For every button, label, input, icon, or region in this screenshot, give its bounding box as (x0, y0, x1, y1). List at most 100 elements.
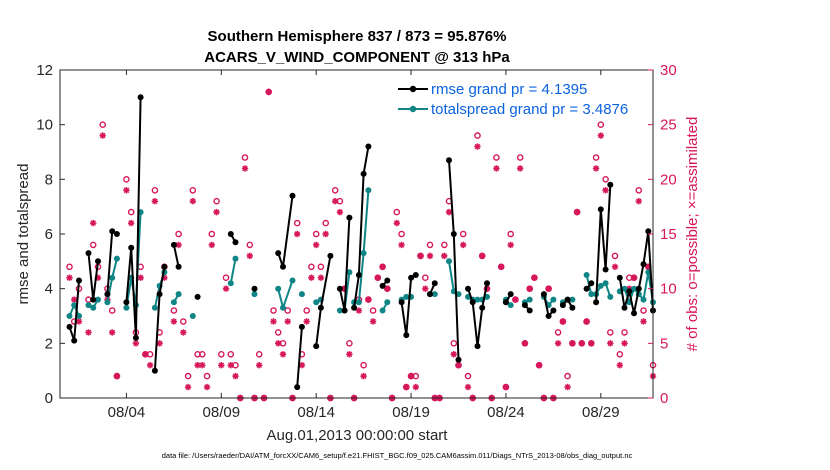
totalspread-point (76, 313, 82, 319)
y2-tick-label: 0 (660, 390, 668, 407)
x-tick-label: 08/29 (582, 404, 620, 421)
obs-assimilated-marker (516, 165, 524, 172)
obs-assimilated-marker (156, 340, 163, 347)
obs-assimilated-marker (108, 329, 116, 336)
obs-possible-marker (151, 186, 159, 194)
obs-assimilated-marker (384, 285, 391, 292)
chart-title-line1: Southern Hemisphere 837 / 873 = 95.876% (208, 28, 507, 45)
obs-possible-marker (322, 219, 330, 227)
totalspread-point (602, 280, 609, 287)
obs-assimilated-marker (616, 362, 623, 369)
y-tick-label: 10 (36, 117, 53, 134)
obs-possible-marker (621, 329, 628, 336)
obs-assimilated-marker (379, 263, 386, 270)
totalspread-point (336, 307, 343, 314)
rmse-point (317, 304, 324, 311)
rmse-point (104, 291, 111, 298)
legend-spread-label: totalspread grand pr = 3.4876 (431, 101, 628, 118)
rmse-line-segment-3 (125, 97, 142, 339)
rmse-point (645, 228, 652, 235)
rmse-point (384, 277, 391, 284)
y-tick-label: 2 (45, 335, 53, 352)
rmse-point (465, 285, 471, 292)
obs-possible-marker (108, 307, 116, 314)
obs-assimilated-marker (630, 274, 638, 281)
obs-possible-marker (440, 241, 448, 249)
obs-assimilated-marker (303, 318, 310, 325)
obs-possible-marker (203, 372, 211, 380)
obs-possible-marker (217, 350, 225, 358)
rmse-point (540, 291, 547, 298)
rmse-point (427, 291, 433, 298)
obs-possible-marker (308, 263, 315, 271)
totalspread-point (360, 250, 367, 257)
y-tick-label: 6 (45, 226, 53, 243)
totalspread-point (640, 296, 647, 303)
rmse-point (564, 296, 571, 303)
totalspread-point (569, 296, 576, 303)
obs-possible-marker (602, 175, 609, 183)
rmse-point (365, 143, 372, 150)
obs-possible-marker (369, 307, 377, 314)
obs-assimilated-marker (151, 198, 159, 205)
obs-assimilated-marker (208, 241, 216, 249)
rmse-point (346, 214, 353, 221)
obs-assimilated-marker (175, 241, 182, 249)
obs-possible-marker (222, 274, 230, 282)
obs-possible-marker (241, 154, 249, 161)
obs-assimilated-marker (113, 372, 121, 380)
obs-assimilated-marker (493, 165, 500, 172)
obs-possible-marker (360, 361, 367, 369)
rmse-point (71, 337, 78, 344)
plot-area (60, 70, 653, 398)
rmse-point (132, 334, 139, 341)
totalspread-point (346, 269, 353, 276)
obs-assimilated-marker (94, 274, 102, 281)
rmse-point (280, 263, 286, 270)
obs-assimilated-marker (545, 285, 552, 292)
obs-assimilated-marker (232, 372, 239, 380)
obs-assimilated-marker (355, 307, 363, 314)
rmse-point (294, 384, 301, 391)
rmse-point (450, 231, 457, 237)
obs-assimilated-marker (597, 132, 605, 139)
obs-possible-marker (179, 318, 187, 325)
obs-assimilated-marker (203, 383, 211, 391)
obs-possible-marker (175, 230, 182, 238)
obs-assimilated-marker (132, 340, 140, 347)
y2-tick-label: 20 (660, 171, 677, 188)
rmse-point (502, 299, 509, 306)
totalspread-point (526, 296, 533, 303)
obs-possible-marker (227, 350, 235, 358)
x-tick-label: 08/24 (487, 404, 525, 421)
x-axis-label: Aug.01,2013 00:00:00 start (267, 427, 449, 444)
rmse-point (85, 250, 92, 257)
rmse-point (526, 307, 533, 314)
obs-assimilated-marker (460, 241, 467, 249)
totalspread-point (588, 291, 595, 298)
obs-assimilated-marker (279, 351, 287, 358)
rmse-point (227, 231, 234, 237)
rmse-point (128, 244, 135, 251)
y-tick-label: 12 (36, 62, 53, 79)
rmse-point (355, 272, 362, 278)
obs-assimilated-marker (502, 383, 510, 391)
obs-assimilated-marker (564, 383, 571, 391)
rmse-point (175, 263, 182, 270)
rmse-point (379, 282, 386, 289)
obs-possible-marker (346, 339, 353, 347)
totalspread-point (123, 304, 130, 311)
rmse-point (588, 280, 595, 287)
legend-rmse-label: rmse grand pr = 4.1395 (431, 81, 587, 98)
rmse-line-segment-10 (296, 326, 303, 388)
x-tick-label: 08/19 (392, 404, 430, 421)
rmse-point (151, 367, 158, 374)
obs-possible-marker (635, 186, 643, 194)
obs-assimilated-marker (66, 274, 73, 281)
obs-assimilated-marker (403, 383, 410, 391)
obs-assimilated-marker (322, 230, 329, 238)
obs-possible-marker (597, 121, 605, 128)
totalspread-point (365, 187, 372, 194)
obs-assimilated-marker (71, 296, 78, 303)
y2-tick-label: 15 (660, 226, 677, 243)
